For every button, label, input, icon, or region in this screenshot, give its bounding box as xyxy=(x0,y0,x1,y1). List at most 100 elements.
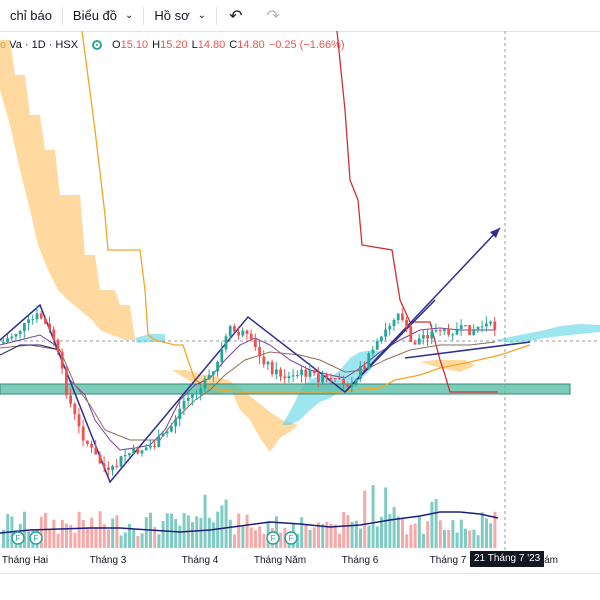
toolbar-divider xyxy=(143,6,145,25)
volume-bar xyxy=(178,525,182,548)
earnings-marker[interactable]: F xyxy=(29,531,43,545)
volume-bar xyxy=(275,516,278,548)
candle-body xyxy=(149,445,152,448)
candle-body xyxy=(384,329,387,337)
volume-bar xyxy=(396,516,400,548)
volume-bar xyxy=(44,512,47,548)
volume-bar xyxy=(438,520,442,548)
candle-body xyxy=(434,329,438,332)
toolbar-divider xyxy=(61,6,63,25)
change-value: −0.25 (−1.66%) xyxy=(268,39,345,51)
candle-body xyxy=(342,379,345,384)
volume-bar xyxy=(304,524,308,548)
candle-body xyxy=(90,443,93,448)
volume-bar xyxy=(279,532,283,548)
volume-bar xyxy=(56,533,60,548)
candle-body xyxy=(325,374,329,379)
volume-bar xyxy=(123,532,127,548)
volume-bar xyxy=(258,526,262,548)
close-value: 14.80 xyxy=(237,39,265,51)
svg-text:F: F xyxy=(271,534,276,543)
volume-bar xyxy=(132,528,136,548)
volume-bar xyxy=(392,506,396,548)
candle-body xyxy=(413,342,417,345)
volume-bar xyxy=(262,533,266,548)
volume-bar xyxy=(367,525,371,548)
candle-body xyxy=(107,467,110,470)
earnings-marker[interactable]: F xyxy=(266,531,280,545)
rising-trendline xyxy=(404,341,531,359)
volume-bar xyxy=(371,485,375,548)
candle-body xyxy=(123,455,127,457)
volume-bar xyxy=(472,529,476,548)
candle-body xyxy=(438,329,442,331)
volume-bar xyxy=(363,490,367,548)
candle-body xyxy=(258,346,261,357)
indicators-label: chỉ báo xyxy=(10,8,52,23)
volume-bar xyxy=(451,520,455,548)
volume-bar xyxy=(329,523,333,548)
symbol-title[interactable]: o Va · 1D · HSX xyxy=(0,39,79,51)
projection-arrow-head xyxy=(490,228,500,238)
candle-body xyxy=(119,456,123,467)
undo-icon[interactable]: ↶ xyxy=(229,7,243,25)
svg-text:F: F xyxy=(16,534,21,543)
volume-bar xyxy=(485,518,488,548)
ichimoku-cloud-bearish xyxy=(0,40,135,340)
candle-body xyxy=(455,328,459,335)
volume-bar xyxy=(161,520,165,548)
candle-body xyxy=(468,325,471,335)
candle-body xyxy=(241,330,245,336)
volume-bar xyxy=(216,511,220,548)
volume-bar xyxy=(2,529,5,548)
candle-body xyxy=(489,321,492,324)
candle-body xyxy=(224,336,228,350)
charts-menu-button[interactable]: Biểu đồ ⌄ xyxy=(63,0,143,31)
profile-menu-button[interactable]: Hồ sơ ⌄ xyxy=(144,0,216,31)
volume-bar xyxy=(388,514,392,548)
volume-bar xyxy=(426,521,430,548)
volume-bar xyxy=(111,518,115,548)
time-tick: Tháng 6 xyxy=(341,555,379,566)
volume-bar xyxy=(409,524,413,548)
support-zone[interactable] xyxy=(0,383,571,395)
candle-body xyxy=(144,447,148,451)
candle-body xyxy=(422,335,425,339)
redo-icon[interactable]: ↷ xyxy=(266,7,280,25)
earnings-marker[interactable]: F xyxy=(11,531,25,545)
volume-bar xyxy=(65,523,68,548)
candle-body xyxy=(212,371,215,375)
candle-body xyxy=(367,353,371,369)
ichimoku-cloud-bearish xyxy=(172,370,298,452)
candle-body xyxy=(350,383,354,387)
candles-group xyxy=(2,305,497,478)
time-axis[interactable]: Tháng Hai Tháng 3 Tháng 4 Tháng Năm Thán… xyxy=(0,550,600,574)
candle-body xyxy=(174,419,177,427)
candle-body xyxy=(245,330,249,334)
candle-body xyxy=(203,378,207,389)
volume-bar xyxy=(128,523,131,548)
candle-body xyxy=(262,356,266,365)
candle-body xyxy=(354,379,358,384)
volume-bar xyxy=(480,512,484,548)
volume-bar xyxy=(94,527,98,548)
candle-body xyxy=(371,349,375,354)
indicators-button[interactable]: chỉ báo xyxy=(0,0,62,31)
volume-bar xyxy=(434,498,438,548)
time-tick: Tháng 7 xyxy=(429,555,467,566)
candle-body xyxy=(443,328,446,331)
market-status-icon[interactable] xyxy=(92,40,103,50)
candle-body xyxy=(363,366,366,369)
candle-body xyxy=(191,394,194,398)
volume-bar xyxy=(153,527,157,548)
candle-body xyxy=(401,313,404,321)
candle-body xyxy=(39,313,43,319)
candle-body xyxy=(493,321,497,330)
volume-bar xyxy=(81,519,85,548)
symbol-legend: o Va · 1D · HSX O 15.10 H 15.20 L 14.80 … xyxy=(0,36,345,54)
charts-menu-label: Biểu đồ xyxy=(72,8,118,23)
candle-body xyxy=(86,440,89,444)
earnings-marker[interactable]: F xyxy=(284,531,298,545)
candle-body xyxy=(10,336,14,339)
